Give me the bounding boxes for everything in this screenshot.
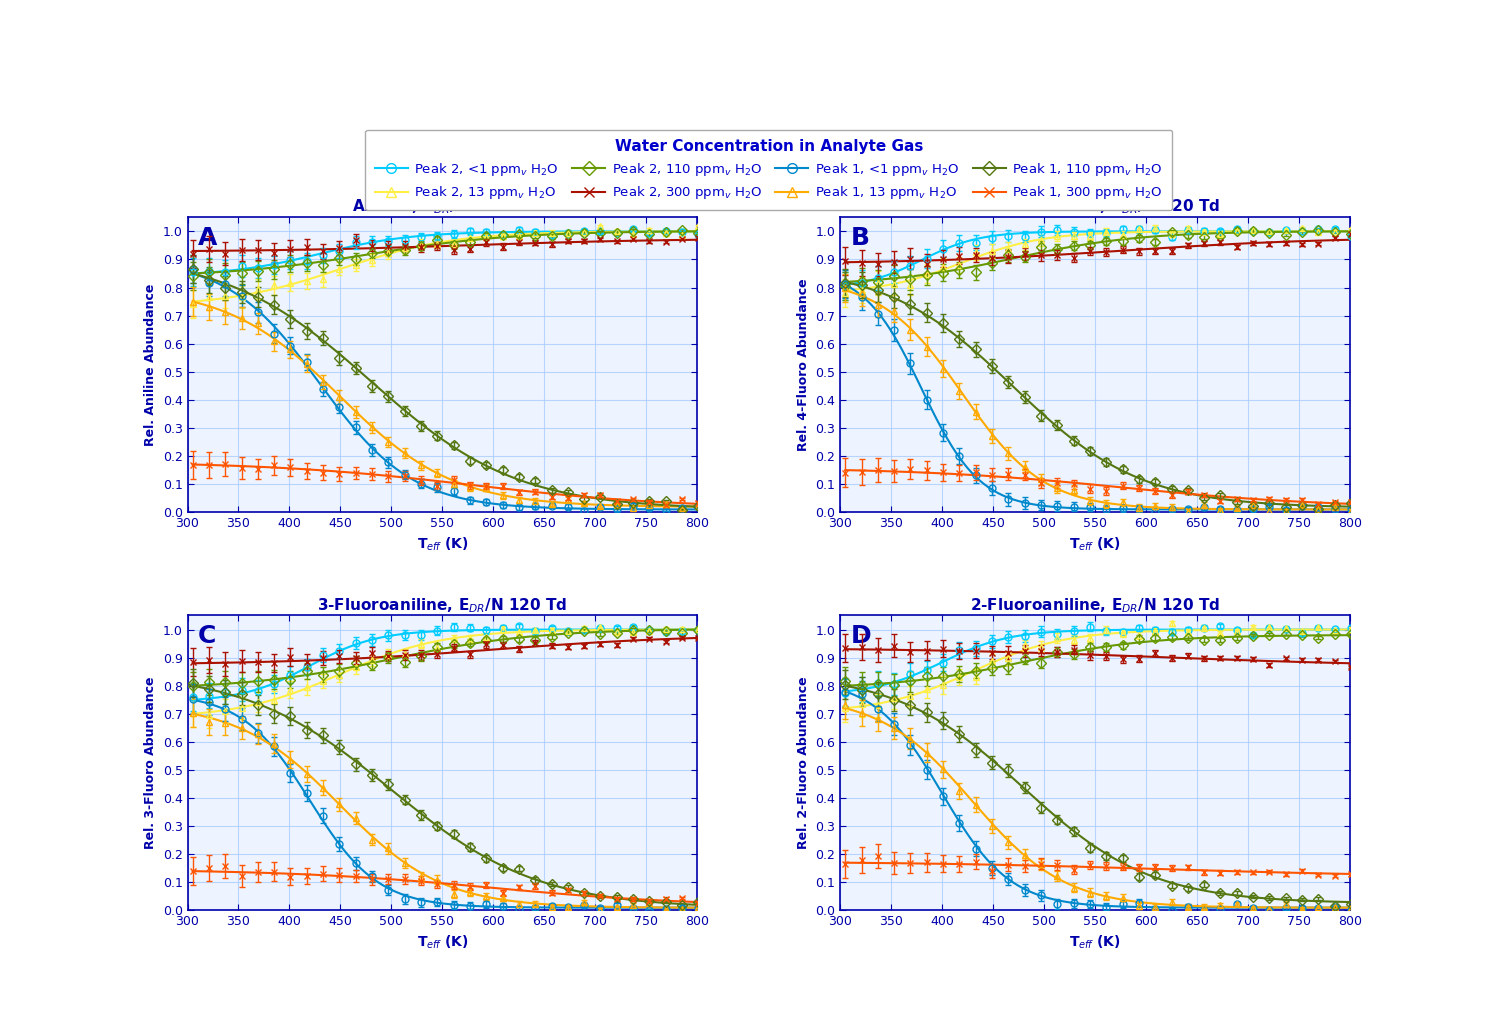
Title: 2-Fluoroaniline, E$_{DR}$/N 120 Td: 2-Fluoroaniline, E$_{DR}$/N 120 Td: [970, 596, 1221, 615]
Y-axis label: Rel. 4-Fluoro Abundance: Rel. 4-Fluoro Abundance: [796, 278, 810, 451]
Title: 4-Fluoroaniline, E$_{DR}$/N 120 Td: 4-Fluoroaniline, E$_{DR}$/N 120 Td: [970, 197, 1221, 217]
Y-axis label: Rel. 2-Fluoro Abundance: Rel. 2-Fluoro Abundance: [796, 676, 810, 849]
Title: 3-Fluoroaniline, E$_{DR}$/N 120 Td: 3-Fluoroaniline, E$_{DR}$/N 120 Td: [316, 596, 567, 615]
Text: C: C: [198, 624, 216, 649]
Text: D: D: [850, 624, 871, 649]
Legend: Peak 2, <1 ppm$_v$ H$_2$O, Peak 2, 13 ppm$_v$ H$_2$O, Peak 2, 110 ppm$_v$ H$_2$O: Peak 2, <1 ppm$_v$ H$_2$O, Peak 2, 13 pp…: [366, 130, 1172, 211]
Text: B: B: [850, 226, 870, 251]
X-axis label: T$_{eff}$ (K): T$_{eff}$ (K): [417, 536, 468, 553]
X-axis label: T$_{eff}$ (K): T$_{eff}$ (K): [417, 934, 468, 951]
X-axis label: T$_{eff}$ (K): T$_{eff}$ (K): [1070, 934, 1120, 951]
Text: A: A: [198, 226, 217, 251]
Y-axis label: Rel. 3-Fluoro Abundance: Rel. 3-Fluoro Abundance: [144, 677, 158, 849]
Y-axis label: Rel. Aniline Abundance: Rel. Aniline Abundance: [144, 283, 158, 446]
Title: Aniline, E$_{DR}$/N 120 Td: Aniline, E$_{DR}$/N 120 Td: [352, 197, 532, 217]
X-axis label: T$_{eff}$ (K): T$_{eff}$ (K): [1070, 536, 1120, 553]
